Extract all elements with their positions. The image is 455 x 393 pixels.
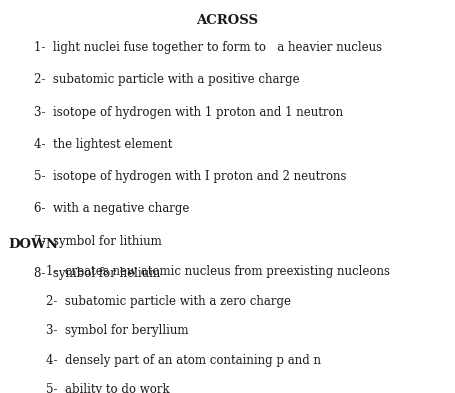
Text: 7-  symbol for lithium: 7- symbol for lithium (34, 235, 162, 248)
Text: 3-  isotope of hydrogen with 1 proton and 1 neutron: 3- isotope of hydrogen with 1 proton and… (34, 106, 343, 119)
Text: 2-  subatomic particle with a positive charge: 2- subatomic particle with a positive ch… (34, 73, 300, 86)
Text: 6-  with a negative charge: 6- with a negative charge (34, 202, 189, 215)
Text: 2-  subatomic particle with a zero charge: 2- subatomic particle with a zero charge (46, 295, 290, 308)
Text: 4-  densely part of an atom containing p and n: 4- densely part of an atom containing p … (46, 354, 320, 367)
Text: 8-  symbol for helium: 8- symbol for helium (34, 267, 160, 280)
Text: 5-  ability to do work: 5- ability to do work (46, 383, 169, 393)
Text: 1-  creates new atomic nucleus from preexisting nucleons: 1- creates new atomic nucleus from preex… (46, 265, 389, 278)
Text: ACROSS: ACROSS (197, 14, 258, 27)
Text: DOWN: DOWN (8, 238, 58, 251)
Text: 4-  the lightest element: 4- the lightest element (34, 138, 172, 151)
Text: 5-  isotope of hydrogen with I proton and 2 neutrons: 5- isotope of hydrogen with I proton and… (34, 170, 347, 183)
Text: 3-  symbol for beryllium: 3- symbol for beryllium (46, 324, 188, 337)
Text: 1-  light nuclei fuse together to form to   a heavier nucleus: 1- light nuclei fuse together to form to… (34, 41, 382, 54)
